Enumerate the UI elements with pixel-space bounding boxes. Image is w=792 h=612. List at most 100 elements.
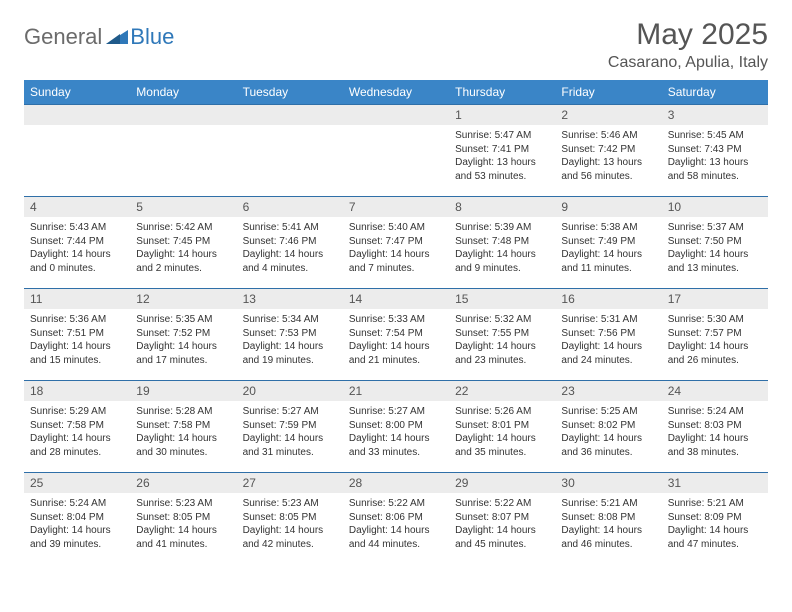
brand-part1: General	[24, 24, 102, 50]
calendar-day-cell: 5Sunrise: 5:42 AMSunset: 7:45 PMDaylight…	[130, 197, 236, 289]
day-details: Sunrise: 5:42 AMSunset: 7:45 PMDaylight:…	[130, 217, 236, 281]
calendar-day-cell: 19Sunrise: 5:28 AMSunset: 7:58 PMDayligh…	[130, 381, 236, 473]
day-number: 17	[662, 289, 768, 309]
calendar-day-cell: 31Sunrise: 5:21 AMSunset: 8:09 PMDayligh…	[662, 473, 768, 565]
calendar-day-cell: 26Sunrise: 5:23 AMSunset: 8:05 PMDayligh…	[130, 473, 236, 565]
calendar-day-cell: 15Sunrise: 5:32 AMSunset: 7:55 PMDayligh…	[449, 289, 555, 381]
calendar-day-cell: 7Sunrise: 5:40 AMSunset: 7:47 PMDaylight…	[343, 197, 449, 289]
day-details: Sunrise: 5:21 AMSunset: 8:08 PMDaylight:…	[555, 493, 661, 557]
day-details: Sunrise: 5:27 AMSunset: 7:59 PMDaylight:…	[237, 401, 343, 465]
day-details: Sunrise: 5:38 AMSunset: 7:49 PMDaylight:…	[555, 217, 661, 281]
calendar-day-cell: 30Sunrise: 5:21 AMSunset: 8:08 PMDayligh…	[555, 473, 661, 565]
day-details: Sunrise: 5:25 AMSunset: 8:02 PMDaylight:…	[555, 401, 661, 465]
day-details: Sunrise: 5:23 AMSunset: 8:05 PMDaylight:…	[237, 493, 343, 557]
calendar-day-cell: 17Sunrise: 5:30 AMSunset: 7:57 PMDayligh…	[662, 289, 768, 381]
day-number: 13	[237, 289, 343, 309]
day-number: 9	[555, 197, 661, 217]
day-number: 10	[662, 197, 768, 217]
day-header: Thursday	[449, 80, 555, 105]
day-number: 29	[449, 473, 555, 493]
calendar-day-cell: 23Sunrise: 5:25 AMSunset: 8:02 PMDayligh…	[555, 381, 661, 473]
calendar-day-cell: 22Sunrise: 5:26 AMSunset: 8:01 PMDayligh…	[449, 381, 555, 473]
calendar-week-row: 18Sunrise: 5:29 AMSunset: 7:58 PMDayligh…	[24, 381, 768, 473]
day-header: Saturday	[662, 80, 768, 105]
calendar-day-cell: 2Sunrise: 5:46 AMSunset: 7:42 PMDaylight…	[555, 105, 661, 197]
day-number: 4	[24, 197, 130, 217]
calendar-day-cell: 18Sunrise: 5:29 AMSunset: 7:58 PMDayligh…	[24, 381, 130, 473]
month-title: May 2025	[608, 18, 768, 52]
calendar-day-cell: 4Sunrise: 5:43 AMSunset: 7:44 PMDaylight…	[24, 197, 130, 289]
brand-logo: General Blue	[24, 24, 174, 50]
calendar-day-cell	[130, 105, 236, 197]
day-number: 23	[555, 381, 661, 401]
day-number: 14	[343, 289, 449, 309]
calendar-day-cell: 8Sunrise: 5:39 AMSunset: 7:48 PMDaylight…	[449, 197, 555, 289]
day-header-row: Sunday Monday Tuesday Wednesday Thursday…	[24, 80, 768, 105]
day-number: 1	[449, 105, 555, 125]
day-details: Sunrise: 5:37 AMSunset: 7:50 PMDaylight:…	[662, 217, 768, 281]
calendar-day-cell: 28Sunrise: 5:22 AMSunset: 8:06 PMDayligh…	[343, 473, 449, 565]
day-number: 30	[555, 473, 661, 493]
day-details: Sunrise: 5:22 AMSunset: 8:06 PMDaylight:…	[343, 493, 449, 557]
location-subtitle: Casarano, Apulia, Italy	[608, 54, 768, 72]
day-number: 2	[555, 105, 661, 125]
day-details: Sunrise: 5:27 AMSunset: 8:00 PMDaylight:…	[343, 401, 449, 465]
day-details: Sunrise: 5:28 AMSunset: 7:58 PMDaylight:…	[130, 401, 236, 465]
day-number: 3	[662, 105, 768, 125]
day-details: Sunrise: 5:35 AMSunset: 7:52 PMDaylight:…	[130, 309, 236, 373]
day-number: 21	[343, 381, 449, 401]
day-details: Sunrise: 5:40 AMSunset: 7:47 PMDaylight:…	[343, 217, 449, 281]
day-details: Sunrise: 5:47 AMSunset: 7:41 PMDaylight:…	[449, 125, 555, 189]
day-details: Sunrise: 5:23 AMSunset: 8:05 PMDaylight:…	[130, 493, 236, 557]
calendar-day-cell	[24, 105, 130, 197]
day-details: Sunrise: 5:22 AMSunset: 8:07 PMDaylight:…	[449, 493, 555, 557]
calendar-day-cell: 16Sunrise: 5:31 AMSunset: 7:56 PMDayligh…	[555, 289, 661, 381]
calendar-day-cell: 1Sunrise: 5:47 AMSunset: 7:41 PMDaylight…	[449, 105, 555, 197]
calendar-week-row: 4Sunrise: 5:43 AMSunset: 7:44 PMDaylight…	[24, 197, 768, 289]
day-number: 19	[130, 381, 236, 401]
day-number: 6	[237, 197, 343, 217]
calendar-day-cell: 24Sunrise: 5:24 AMSunset: 8:03 PMDayligh…	[662, 381, 768, 473]
day-header: Sunday	[24, 80, 130, 105]
calendar-day-cell: 27Sunrise: 5:23 AMSunset: 8:05 PMDayligh…	[237, 473, 343, 565]
day-details: Sunrise: 5:29 AMSunset: 7:58 PMDaylight:…	[24, 401, 130, 465]
page-header: General Blue May 2025 Casarano, Apulia, …	[24, 18, 768, 72]
calendar-day-cell: 29Sunrise: 5:22 AMSunset: 8:07 PMDayligh…	[449, 473, 555, 565]
calendar-day-cell: 25Sunrise: 5:24 AMSunset: 8:04 PMDayligh…	[24, 473, 130, 565]
calendar-day-cell	[237, 105, 343, 197]
calendar-day-cell: 3Sunrise: 5:45 AMSunset: 7:43 PMDaylight…	[662, 105, 768, 197]
calendar-day-cell: 12Sunrise: 5:35 AMSunset: 7:52 PMDayligh…	[130, 289, 236, 381]
calendar-day-cell	[343, 105, 449, 197]
brand-part2: Blue	[130, 24, 174, 50]
day-header: Monday	[130, 80, 236, 105]
day-number: 22	[449, 381, 555, 401]
calendar-table: Sunday Monday Tuesday Wednesday Thursday…	[24, 80, 768, 565]
calendar-day-cell: 10Sunrise: 5:37 AMSunset: 7:50 PMDayligh…	[662, 197, 768, 289]
day-details: Sunrise: 5:46 AMSunset: 7:42 PMDaylight:…	[555, 125, 661, 189]
calendar-day-cell: 20Sunrise: 5:27 AMSunset: 7:59 PMDayligh…	[237, 381, 343, 473]
day-number: 28	[343, 473, 449, 493]
day-number: 5	[130, 197, 236, 217]
calendar-week-row: 25Sunrise: 5:24 AMSunset: 8:04 PMDayligh…	[24, 473, 768, 565]
day-header: Tuesday	[237, 80, 343, 105]
calendar-week-row: 11Sunrise: 5:36 AMSunset: 7:51 PMDayligh…	[24, 289, 768, 381]
day-number	[343, 105, 449, 125]
calendar-day-cell: 9Sunrise: 5:38 AMSunset: 7:49 PMDaylight…	[555, 197, 661, 289]
day-details: Sunrise: 5:45 AMSunset: 7:43 PMDaylight:…	[662, 125, 768, 189]
day-details: Sunrise: 5:31 AMSunset: 7:56 PMDaylight:…	[555, 309, 661, 373]
calendar-day-cell: 14Sunrise: 5:33 AMSunset: 7:54 PMDayligh…	[343, 289, 449, 381]
day-details: Sunrise: 5:41 AMSunset: 7:46 PMDaylight:…	[237, 217, 343, 281]
day-details: Sunrise: 5:26 AMSunset: 8:01 PMDaylight:…	[449, 401, 555, 465]
calendar-week-row: 1Sunrise: 5:47 AMSunset: 7:41 PMDaylight…	[24, 105, 768, 197]
day-number	[237, 105, 343, 125]
day-number: 12	[130, 289, 236, 309]
day-details: Sunrise: 5:24 AMSunset: 8:04 PMDaylight:…	[24, 493, 130, 557]
calendar-day-cell: 6Sunrise: 5:41 AMSunset: 7:46 PMDaylight…	[237, 197, 343, 289]
day-details: Sunrise: 5:34 AMSunset: 7:53 PMDaylight:…	[237, 309, 343, 373]
day-details: Sunrise: 5:39 AMSunset: 7:48 PMDaylight:…	[449, 217, 555, 281]
day-number: 20	[237, 381, 343, 401]
day-number: 15	[449, 289, 555, 309]
day-number: 8	[449, 197, 555, 217]
brand-triangle-icon	[106, 26, 128, 49]
day-number: 11	[24, 289, 130, 309]
